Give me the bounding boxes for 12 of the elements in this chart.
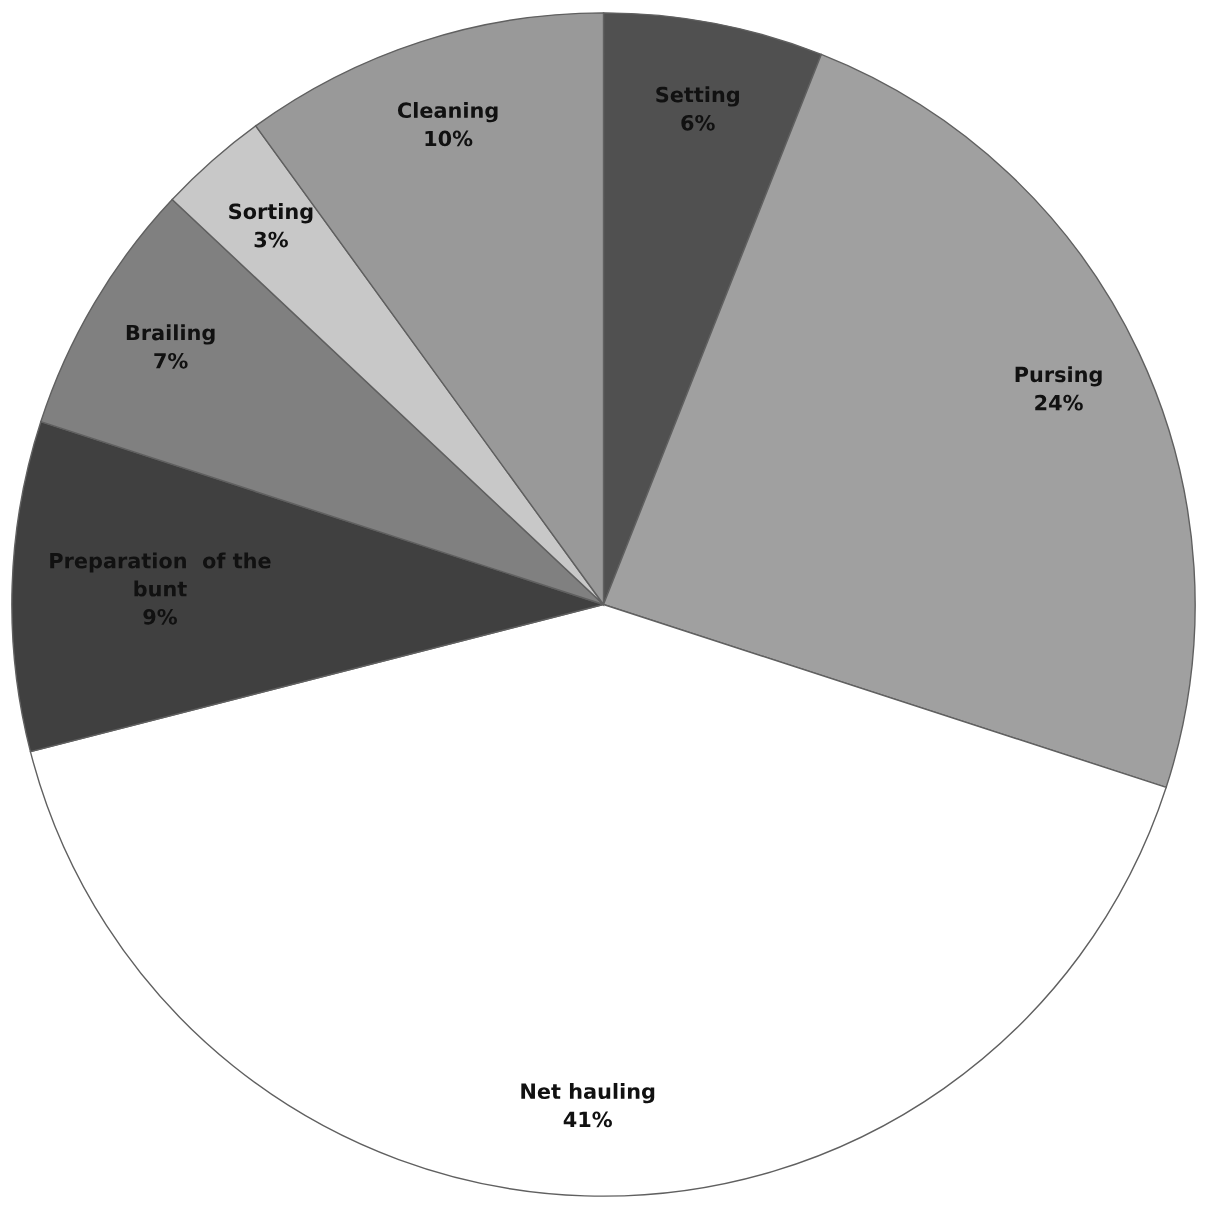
data-label: 3% <box>254 231 288 248</box>
slice-label: Setting <box>656 86 739 107</box>
slice-label: Brailing <box>126 324 215 345</box>
slice-label: Sorting <box>229 203 313 224</box>
data-label: 24% <box>1035 394 1083 411</box>
slice-label: Net hauling <box>521 1082 655 1104</box>
data-label: 6% <box>681 114 715 131</box>
data-label: 41% <box>563 1111 612 1128</box>
data-label: 7% <box>154 352 188 369</box>
slice-label: Pursing <box>1015 366 1102 387</box>
data-label: 10% <box>425 130 473 147</box>
slice-label: Cleaning <box>397 102 498 123</box>
